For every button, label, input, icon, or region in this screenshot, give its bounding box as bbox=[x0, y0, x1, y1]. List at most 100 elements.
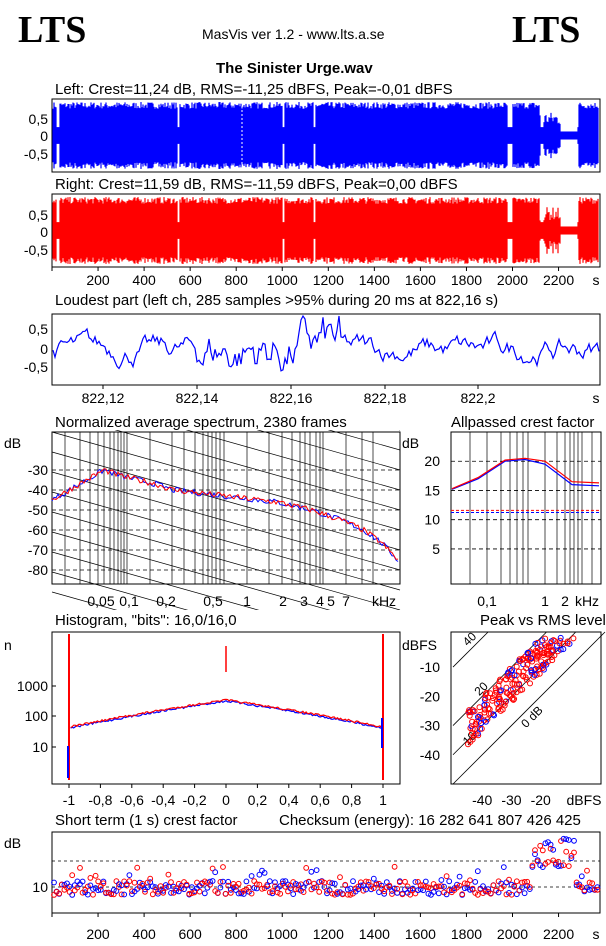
time-tick-label: 400 bbox=[132, 272, 156, 288]
peak-rms-point bbox=[556, 640, 563, 647]
short-crest-ylabel: dB bbox=[4, 835, 21, 851]
short-crest-point bbox=[456, 882, 463, 889]
peak-rms-point bbox=[528, 655, 534, 662]
peak-rms-point bbox=[528, 667, 535, 674]
short-crest-xtick: 200 bbox=[86, 926, 110, 942]
short-crest-point bbox=[134, 864, 141, 871]
short-crest-point bbox=[513, 878, 520, 885]
spectrum-chart: dB -30-40-50-60-70-80 0,05 0,1 0,2 0,5 1 2 3 4 5… bbox=[4, 430, 602, 610]
peak-rms-ytick: -40 bbox=[420, 747, 440, 763]
short-crest-point bbox=[402, 878, 408, 885]
short-crest-point bbox=[425, 890, 432, 897]
histogram-ytick: 10 bbox=[32, 739, 48, 755]
short-crest-point bbox=[196, 888, 203, 895]
short-crest-frame bbox=[51, 831, 601, 914]
short-crest-point bbox=[526, 884, 533, 890]
short-crest-ytick: 10 bbox=[32, 879, 48, 895]
short-crest-point bbox=[438, 883, 445, 890]
short-crest-point bbox=[168, 879, 174, 885]
short-crest-point bbox=[537, 842, 544, 849]
peak-rms-point bbox=[532, 640, 539, 647]
time-tick-label: 600 bbox=[178, 272, 202, 288]
short-crest-point bbox=[469, 885, 476, 892]
short-crest-point bbox=[586, 879, 593, 886]
crest-xtick: 0,1 bbox=[477, 593, 497, 609]
short-crest-point bbox=[58, 881, 65, 888]
peak-rms-point bbox=[533, 671, 540, 678]
short-crest-point bbox=[500, 883, 507, 889]
peak-rms-point bbox=[475, 714, 481, 720]
spectrum-ytick: -50 bbox=[28, 502, 48, 518]
short-crest-point bbox=[547, 841, 554, 848]
spectrum-diag bbox=[114, 430, 401, 511]
short-crest-point bbox=[186, 890, 193, 897]
short-crest-point bbox=[443, 873, 450, 880]
short-crest-point bbox=[87, 875, 94, 881]
peak-rms-point bbox=[486, 710, 492, 717]
spectrum-unit: kHz bbox=[372, 593, 396, 609]
histogram-xtick: 0,6 bbox=[310, 792, 330, 808]
short-crest-unit: s bbox=[593, 926, 600, 942]
short-crest-point bbox=[472, 879, 479, 885]
peak-rms-point bbox=[482, 691, 489, 698]
spectrum-xtick: 1 bbox=[243, 593, 251, 609]
peak-rms-point bbox=[537, 646, 543, 653]
peak-rms-point bbox=[494, 700, 501, 707]
short-crest-point bbox=[126, 878, 133, 885]
left-ytick: 0,5 bbox=[29, 111, 49, 127]
short-crest-point bbox=[461, 880, 468, 887]
loudest-ytick: 0 bbox=[40, 341, 48, 357]
short-crest-xtick: 2200 bbox=[543, 926, 574, 942]
short-crest-point bbox=[277, 890, 284, 897]
short-crest-point bbox=[443, 891, 450, 898]
spectrum-xtick: 3 bbox=[300, 593, 308, 609]
peak-rms-point bbox=[538, 643, 545, 650]
left-waveform-chart: 0,5 0 -0,5 bbox=[24, 98, 601, 173]
short-crest-point bbox=[365, 879, 372, 885]
loudest-tick-label: 822,14 bbox=[176, 390, 219, 406]
short-crest-point bbox=[560, 835, 567, 842]
short-crest-point bbox=[212, 869, 219, 876]
peak-rms-ylabel: dBFS bbox=[402, 637, 437, 653]
short-crest-point bbox=[251, 885, 258, 891]
spectrum-xtick: 2 bbox=[279, 593, 287, 609]
peak-rms-point bbox=[523, 665, 530, 672]
short-crest-point bbox=[446, 878, 453, 885]
short-crest-point bbox=[357, 882, 364, 889]
short-crest-point bbox=[248, 890, 255, 897]
short-crest-xtick: 1600 bbox=[405, 926, 436, 942]
short-crest-point bbox=[565, 837, 572, 843]
short-crest-point bbox=[316, 889, 323, 895]
short-crest-xtick: 800 bbox=[225, 926, 249, 942]
short-crest-point bbox=[534, 858, 541, 865]
left-waveform-trace bbox=[52, 102, 599, 169]
short-crest-point bbox=[441, 883, 447, 890]
short-crest-point bbox=[90, 886, 96, 892]
short-crest-point bbox=[417, 886, 424, 893]
short-crest-point bbox=[576, 883, 583, 890]
peak-rms-point bbox=[513, 672, 520, 679]
time-unit: s bbox=[593, 272, 600, 288]
peak-rms-point bbox=[524, 661, 531, 668]
short-crest-point bbox=[69, 892, 76, 898]
peak-rms-point bbox=[525, 649, 532, 656]
peak-rms-point bbox=[495, 706, 502, 713]
peak-rms-point bbox=[519, 656, 526, 663]
peak-rms-point bbox=[489, 697, 496, 704]
short-crest-point bbox=[386, 882, 393, 889]
short-crest-point bbox=[103, 889, 109, 896]
short-crest-point bbox=[438, 877, 445, 883]
short-crest-point bbox=[560, 862, 567, 869]
short-crest-point bbox=[248, 873, 255, 879]
short-crest-point bbox=[121, 891, 128, 898]
short-crest-point bbox=[394, 885, 401, 892]
time-axis: 200 400 600 800 1000 1200 1400 1600 1800 2000 2200… bbox=[51, 267, 600, 288]
short-crest-point bbox=[188, 884, 195, 890]
short-crest-point bbox=[474, 891, 481, 898]
right-waveform-chart: 0,5 0 -0,5 200 400 600 800 1000 1200 1400 1600 1… bbox=[24, 193, 601, 288]
crest-unit: kHz bbox=[575, 593, 599, 609]
peak-rms-point bbox=[531, 671, 538, 678]
peak-rms-point bbox=[490, 711, 497, 718]
peak-rms-point bbox=[510, 696, 517, 703]
short-crest-point bbox=[558, 862, 564, 869]
